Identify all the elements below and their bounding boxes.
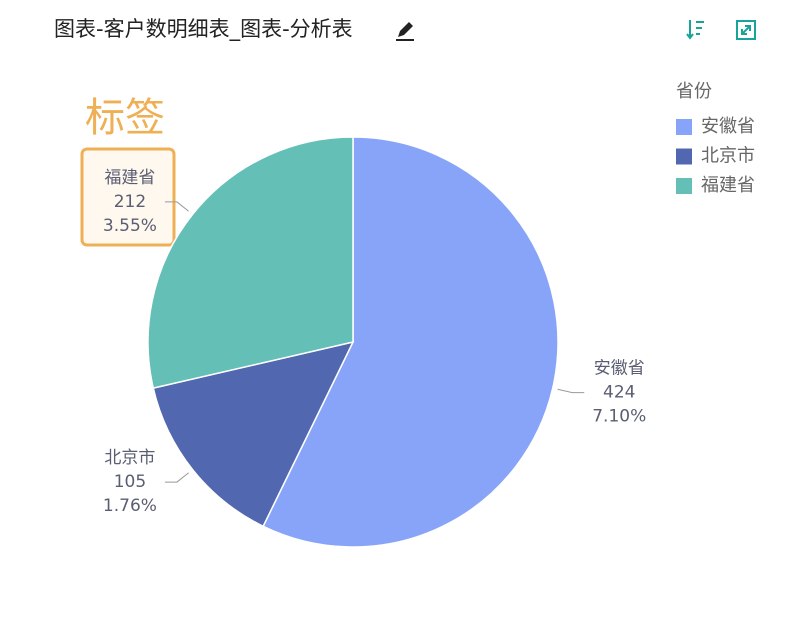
legend-label: 北京市 xyxy=(701,146,755,167)
edit-icon[interactable] xyxy=(396,22,414,41)
chart-title: 图表-客户数明细表_图表-分析表 xyxy=(54,17,353,42)
data-label-name: 福建省 xyxy=(104,168,155,188)
data-label-name: 安徽省 xyxy=(594,359,645,379)
data-label-value: 212 xyxy=(114,192,146,212)
legend-label: 安徽省 xyxy=(701,116,755,137)
legend-swatch xyxy=(676,148,692,165)
leader-line xyxy=(164,472,189,483)
pie-slice xyxy=(152,340,355,528)
leader-line xyxy=(164,201,189,212)
data-label-value: 105 xyxy=(114,472,146,492)
data-label-percent: 3.55% xyxy=(103,216,157,236)
leader-line xyxy=(557,388,585,394)
data-label-value: 424 xyxy=(603,383,635,403)
legend-swatch xyxy=(676,119,692,135)
data-label-percent: 1.76% xyxy=(103,496,157,516)
pie-slice xyxy=(262,136,559,548)
data-label-percent: 7.10% xyxy=(592,407,646,427)
expand-icon[interactable] xyxy=(736,20,756,40)
annotation-box xyxy=(80,147,176,247)
legend-label: 福建省 xyxy=(701,175,755,196)
legend-title: 省份 xyxy=(676,81,712,102)
legend-swatch xyxy=(676,178,692,194)
sort-icon[interactable] xyxy=(686,20,704,40)
pie-slice xyxy=(147,136,354,390)
pie xyxy=(147,136,559,548)
data-label-name: 北京市 xyxy=(104,448,155,468)
annotation: 标签 xyxy=(85,95,165,141)
